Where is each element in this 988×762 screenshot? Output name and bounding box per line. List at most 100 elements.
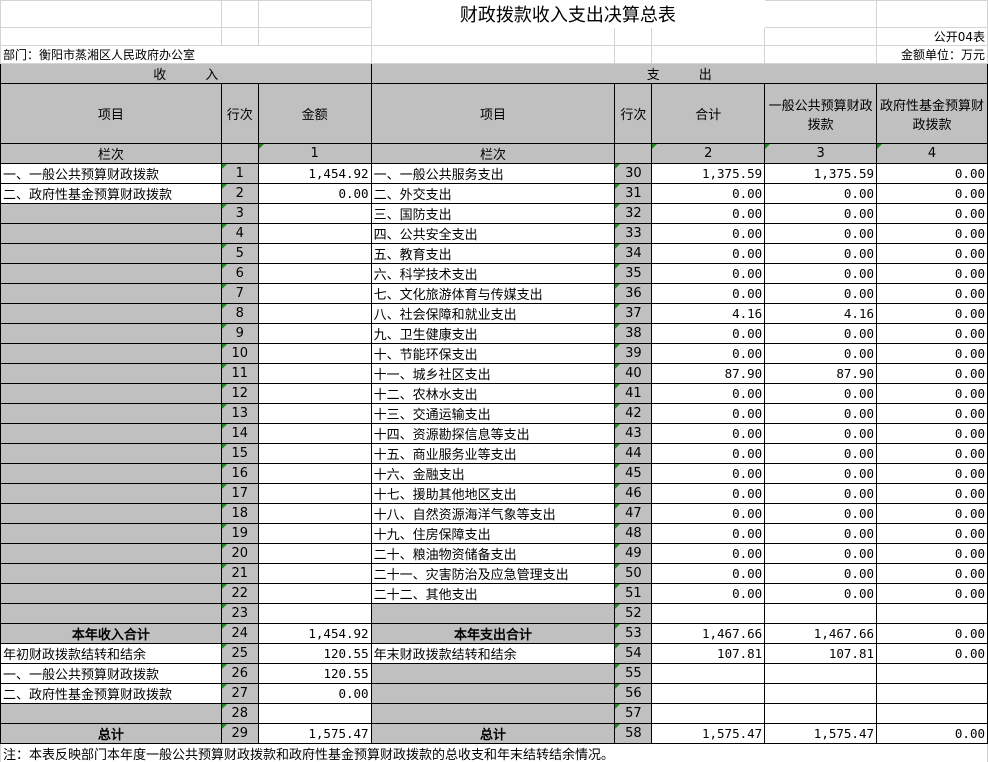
expense-header[interactable]: 支 出	[370, 63, 988, 84]
income-item-header[interactable]: 项目	[0, 83, 222, 144]
income-row-no-cell[interactable]: 5	[220, 243, 259, 264]
expense-general-budget-cell[interactable]: 0.00	[764, 403, 878, 424]
expense-item-cell[interactable]: 十、节能环保支出	[370, 343, 616, 364]
expense-row-no-cell[interactable]: 43	[614, 423, 653, 444]
income-item-cell[interactable]	[0, 363, 222, 384]
expense-total-cell[interactable]: 0.00	[651, 183, 766, 204]
income-amount-cell[interactable]	[257, 543, 372, 564]
general-budget-header[interactable]: 一般公共预算财政拨款	[764, 83, 878, 144]
expense-total-cell[interactable]: 0.00	[651, 203, 766, 224]
expense-item-cell[interactable]: 十九、住房保障支出	[370, 523, 616, 544]
income-amount-cell[interactable]	[257, 443, 372, 464]
expense-fund-budget-cell[interactable]: 0.00	[876, 503, 988, 524]
income-row-no-cell[interactable]: 25	[220, 643, 259, 664]
expense-total-cell[interactable]	[651, 603, 766, 624]
expense-row-no-cell[interactable]: 50	[614, 563, 653, 584]
expense-fund-budget-cell[interactable]: 0.00	[876, 523, 988, 544]
expense-general-budget-cell[interactable]: 0.00	[764, 203, 878, 224]
income-amount-cell[interactable]	[257, 463, 372, 484]
expense-item-cell[interactable]: 十六、金融支出	[370, 463, 616, 484]
income-row-no-cell[interactable]: 10	[220, 343, 259, 364]
expense-total-cell[interactable]: 1,575.47	[651, 723, 766, 744]
expense-total-cell[interactable]: 0.00	[651, 383, 766, 404]
expense-general-budget-cell[interactable]: 0.00	[764, 543, 878, 564]
expense-row-no-cell[interactable]: 46	[614, 483, 653, 504]
expense-row-no-cell[interactable]: 40	[614, 363, 653, 384]
income-item-cell[interactable]	[0, 603, 222, 624]
expense-total-cell[interactable]	[651, 663, 766, 684]
expense-row-no-cell[interactable]: 48	[614, 523, 653, 544]
expense-row-no-cell[interactable]: 31	[614, 183, 653, 204]
income-row-no-cell[interactable]: 24	[220, 623, 259, 644]
expense-general-budget-cell[interactable]: 0.00	[764, 423, 878, 444]
expense-total-cell[interactable]: 1,467.66	[651, 623, 766, 644]
expense-row-no-cell[interactable]: 51	[614, 583, 653, 604]
expense-fund-budget-cell[interactable]	[876, 603, 988, 624]
income-row-no-cell[interactable]: 19	[220, 523, 259, 544]
income-row-no-cell[interactable]: 28	[220, 703, 259, 724]
income-row-no-cell[interactable]: 20	[220, 543, 259, 564]
expense-item-cell[interactable]: 本年支出合计	[370, 623, 616, 644]
expense-row-no-cell[interactable]: 38	[614, 323, 653, 344]
expense-row-no-cell[interactable]: 53	[614, 623, 653, 644]
income-row-no-cell[interactable]: 14	[220, 423, 259, 444]
income-item-cell[interactable]	[0, 203, 222, 224]
income-item-cell[interactable]	[0, 563, 222, 584]
expense-fund-budget-cell[interactable]: 0.00	[876, 623, 988, 644]
expense-general-budget-cell[interactable]: 0.00	[764, 283, 878, 304]
income-row-no-cell[interactable]: 2	[220, 183, 259, 204]
income-row-no-header[interactable]: 行次	[220, 83, 259, 144]
income-item-cell[interactable]: 二、政府性基金预算财政拨款	[0, 183, 222, 204]
expense-total-cell[interactable]: 0.00	[651, 423, 766, 444]
expense-fund-budget-cell[interactable]: 0.00	[876, 203, 988, 224]
income-amount-cell[interactable]	[257, 203, 372, 224]
income-item-cell[interactable]: 二、政府性基金预算财政拨款	[0, 683, 222, 704]
expense-total-cell[interactable]: 0.00	[651, 543, 766, 564]
expense-fund-budget-cell[interactable]: 0.00	[876, 563, 988, 584]
expense-row-no-cell[interactable]: 47	[614, 503, 653, 524]
expense-general-budget-cell[interactable]: 0.00	[764, 523, 878, 544]
expense-fund-budget-cell[interactable]: 0.00	[876, 343, 988, 364]
expense-fund-budget-cell[interactable]: 0.00	[876, 363, 988, 384]
expense-row-no-cell[interactable]: 37	[614, 303, 653, 324]
income-amount-cell[interactable]	[257, 523, 372, 544]
income-item-cell[interactable]	[0, 523, 222, 544]
expense-row-no-cell[interactable]: 56	[614, 683, 653, 704]
expense-item-cell[interactable]: 四、公共安全支出	[370, 223, 616, 244]
expense-item-cell[interactable]	[370, 703, 616, 724]
footnote[interactable]: 注：本表反映部门本年度一般公共预算财政拨款和政府性基金预算财政拨款的总收支和年末…	[0, 743, 988, 762]
expense-row-no-cell[interactable]: 39	[614, 343, 653, 364]
income-amount-cell[interactable]	[257, 603, 372, 624]
col-4[interactable]: 4	[876, 143, 988, 164]
income-row-no-cell[interactable]: 1	[220, 163, 259, 184]
total-header[interactable]: 合计	[651, 83, 766, 144]
income-amount-cell[interactable]	[257, 583, 372, 604]
income-amount-cell[interactable]: 1,454.92	[257, 163, 372, 184]
expense-fund-budget-cell[interactable]: 0.00	[876, 323, 988, 344]
expense-total-cell[interactable]: 0.00	[651, 323, 766, 344]
expense-total-cell[interactable]: 0.00	[651, 223, 766, 244]
income-amount-cell[interactable]	[257, 303, 372, 324]
income-amount-cell[interactable]: 1,575.47	[257, 723, 372, 744]
expense-fund-budget-cell[interactable]: 0.00	[876, 463, 988, 484]
expense-item-cell[interactable]: 六、科学技术支出	[370, 263, 616, 284]
income-item-cell[interactable]	[0, 703, 222, 724]
income-item-cell[interactable]	[0, 483, 222, 504]
expense-row-no-cell[interactable]: 58	[614, 723, 653, 744]
expense-row-no-cell[interactable]: 55	[614, 663, 653, 684]
income-amount-cell[interactable]	[257, 263, 372, 284]
expense-fund-budget-cell[interactable]	[876, 683, 988, 704]
expense-general-budget-cell[interactable]: 0.00	[764, 463, 878, 484]
income-amount-cell[interactable]	[257, 483, 372, 504]
expense-general-budget-cell[interactable]: 0.00	[764, 443, 878, 464]
expense-total-cell[interactable]	[651, 683, 766, 704]
expense-fund-budget-cell[interactable]	[876, 663, 988, 684]
income-amount-cell[interactable]	[257, 223, 372, 244]
income-item-cell[interactable]: 一、一般公共预算财政拨款	[0, 163, 222, 184]
expense-fund-budget-cell[interactable]: 0.00	[876, 723, 988, 744]
income-amount-cell[interactable]	[257, 703, 372, 724]
income-item-cell[interactable]	[0, 463, 222, 484]
blank-cell[interactable]	[614, 143, 653, 164]
expense-general-budget-cell[interactable]	[764, 603, 878, 624]
income-amount-cell[interactable]: 0.00	[257, 183, 372, 204]
